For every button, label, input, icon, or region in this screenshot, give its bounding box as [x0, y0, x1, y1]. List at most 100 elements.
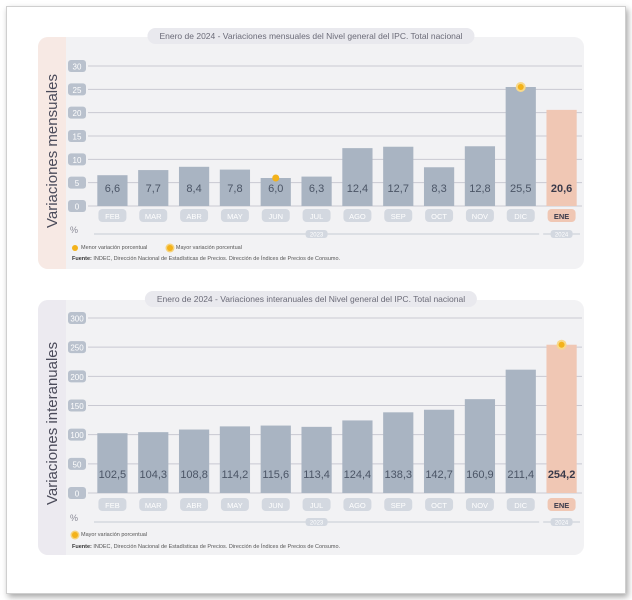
bar-value-label: 104,3: [139, 469, 167, 481]
bar: [464, 399, 496, 493]
bar-value-label: 115,6: [262, 469, 289, 481]
y-tick-label: 150: [70, 402, 84, 411]
category-chip: [384, 209, 413, 222]
category-label: ABR: [186, 212, 202, 221]
y-tick: 100: [68, 428, 86, 441]
source-label: Fuente:: [72, 544, 92, 550]
bar-value-label: 160,9: [466, 469, 494, 481]
monthly-chart-title: Enero de 2024 - Variaciones mensuales de…: [147, 28, 475, 44]
category-chip: [465, 498, 494, 511]
category-label: SEP: [391, 501, 406, 510]
legend-min-label: Menor variación porcentual: [81, 245, 148, 252]
y-tick: 0: [68, 487, 86, 499]
group-label: 2024: [555, 521, 569, 527]
y-tick-badge: [68, 200, 86, 212]
bar-value-label: 7,8: [227, 183, 242, 195]
bar-value-label: 102,5: [99, 469, 127, 481]
y-tick: 200: [68, 370, 86, 383]
y-tick-badge: [68, 153, 86, 166]
y-tick-badge: [68, 457, 86, 470]
y-tick-label: 15: [73, 133, 82, 142]
y-tick: 50: [68, 457, 86, 470]
panel-side-strip: [38, 300, 66, 555]
bar: [97, 433, 128, 493]
bar-value-label: 6,0: [268, 183, 283, 195]
category-label: FEB: [105, 501, 120, 510]
y-tick-badge: [68, 106, 86, 119]
y-tick-badge: [68, 341, 86, 354]
group-label: 2023: [310, 521, 324, 527]
category-chip: [547, 209, 576, 222]
category-label: DIC: [514, 501, 528, 510]
category-chip: [302, 498, 331, 511]
y-tick-label: 250: [70, 344, 84, 353]
category-chip: [220, 209, 249, 222]
y-tick-label: 30: [73, 63, 82, 72]
bar-value-label: 12,7: [388, 183, 409, 195]
bar-value-label: 114,2: [222, 469, 249, 481]
category-label: SEP: [391, 212, 406, 221]
category-chip: [139, 498, 168, 511]
category-label: DIC: [514, 212, 528, 221]
bar-value-label: 7,7: [146, 183, 161, 195]
bar: [383, 412, 414, 493]
bar-value-label: 25,5: [510, 183, 531, 195]
legend-max-label: Mayor variación porcentual: [81, 532, 148, 539]
category-chip: [139, 209, 168, 222]
y-tick: 25: [68, 83, 86, 96]
category-label: JUL: [310, 501, 323, 510]
bar-value-label: 254,2: [548, 469, 576, 481]
category-chip: [261, 209, 290, 222]
category-label: ENE: [554, 501, 569, 510]
yearly-chart-title: Enero de 2024 - Variaciones interanuales…: [144, 291, 478, 307]
category-chip: [506, 209, 535, 222]
y-tick-badge: [68, 487, 86, 499]
category-chip: [384, 498, 413, 511]
category-label: OCT: [431, 501, 447, 510]
y-tick-label: 200: [70, 373, 84, 382]
category-chip: [465, 209, 494, 222]
y-tick-label: 20: [73, 109, 82, 118]
y-tick-label: 25: [73, 86, 82, 95]
bar-value-label: 142,7: [425, 469, 453, 481]
panel-side-strip: [38, 37, 66, 269]
y-tick: 300: [68, 312, 86, 324]
bar: [342, 148, 373, 206]
bar: [219, 426, 251, 493]
max-marker-icon: [72, 532, 78, 538]
bar: [423, 167, 455, 206]
group-badge: [305, 230, 328, 238]
group-badge: [550, 230, 573, 238]
y-unit-label: %: [70, 513, 78, 523]
source-text: INDEC, Dirección Nacional de Estadística…: [93, 256, 341, 262]
y-tick-label: 300: [70, 315, 84, 324]
bar-value-label: 8,3: [431, 183, 446, 195]
category-chip: [425, 498, 454, 511]
category-chip: [98, 209, 127, 222]
category-chip: [547, 498, 576, 511]
max-marker-icon: [166, 245, 173, 251]
category-label: OCT: [431, 212, 447, 221]
bar: [342, 420, 373, 493]
y-tick: 20: [68, 106, 86, 119]
category-label: JUN: [268, 212, 283, 221]
y-tick-label: 50: [73, 460, 82, 469]
category-label: MAR: [145, 212, 162, 221]
y-tick-badge: [68, 428, 86, 441]
category-chip: [425, 209, 454, 222]
category-label: MAY: [227, 501, 243, 510]
bar-value-label: 12,4: [347, 183, 368, 195]
y-unit-label: %: [70, 225, 78, 235]
bar: [546, 344, 577, 493]
y-tick: 10: [68, 153, 86, 166]
bar: [464, 146, 496, 206]
y-tick-label: 100: [70, 431, 84, 440]
y-tick-badge: [68, 370, 86, 383]
bar: [178, 166, 210, 206]
bar-value-label: 211,4: [507, 469, 534, 481]
category-label: ENE: [554, 212, 569, 221]
bar-value-label: 124,4: [344, 469, 372, 481]
monthly-legend: Menor variación porcentual Mayor variaci…: [72, 245, 260, 251]
yearly-legend: Mayor variación porcentual: [72, 532, 165, 538]
category-chip: [180, 209, 209, 222]
